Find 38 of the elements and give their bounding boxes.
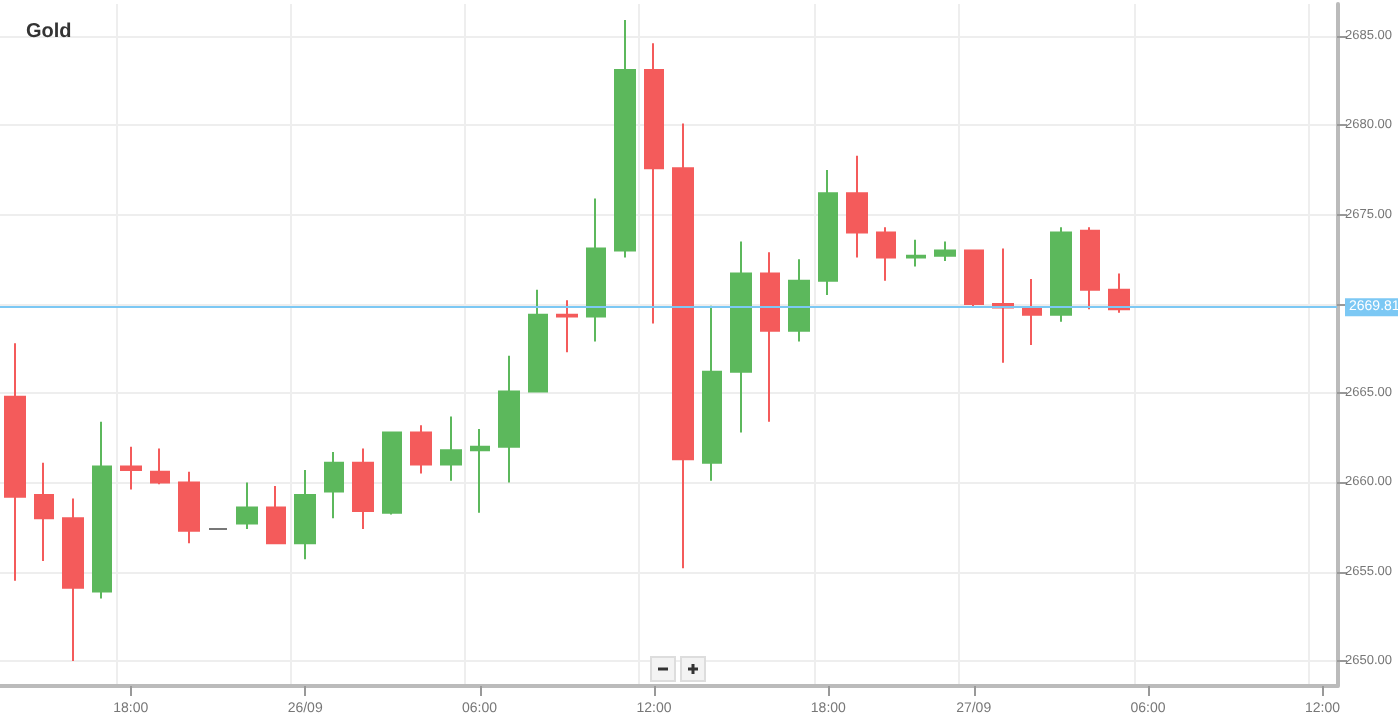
- candlestick: [294, 468, 316, 561]
- candlestick: [906, 238, 926, 268]
- candlestick: [1050, 226, 1072, 323]
- candlestick: [964, 249, 984, 309]
- candlestick: [846, 154, 868, 259]
- text: Gold: [26, 21, 72, 43]
- candlestick: [470, 427, 490, 514]
- candlestick: [586, 197, 606, 343]
- candlestick: [92, 420, 112, 600]
- candlestick: [236, 481, 258, 530]
- candlestick: [528, 288, 548, 393]
- candlestick: [614, 19, 636, 259]
- candlestick: [410, 424, 432, 475]
- candlestick: [324, 451, 344, 520]
- candlestick: [818, 169, 838, 297]
- candlestick: [556, 299, 578, 354]
- candlestick: [62, 497, 84, 663]
- candlestick: [934, 240, 956, 263]
- candlestick: [1080, 226, 1100, 311]
- candlestick: [788, 258, 810, 343]
- candlestick: [266, 485, 286, 545]
- candlestick: [352, 447, 374, 530]
- candlestick: [730, 240, 752, 434]
- candlestick: [876, 226, 896, 282]
- candlestick: [1108, 272, 1130, 314]
- candlestick: [4, 342, 26, 582]
- candlestick: [1022, 277, 1042, 346]
- candlestick: [702, 304, 722, 482]
- candlestick: [150, 447, 170, 486]
- candlestick: [120, 445, 142, 491]
- candlestick: [672, 122, 694, 570]
- candlestick: [498, 354, 520, 484]
- candlestick: [644, 42, 664, 325]
- candlestick: [34, 461, 54, 563]
- candlestick: [382, 431, 402, 516]
- candlestick: [440, 415, 462, 482]
- candlestick: [178, 470, 200, 545]
- candlestick: [760, 251, 780, 423]
